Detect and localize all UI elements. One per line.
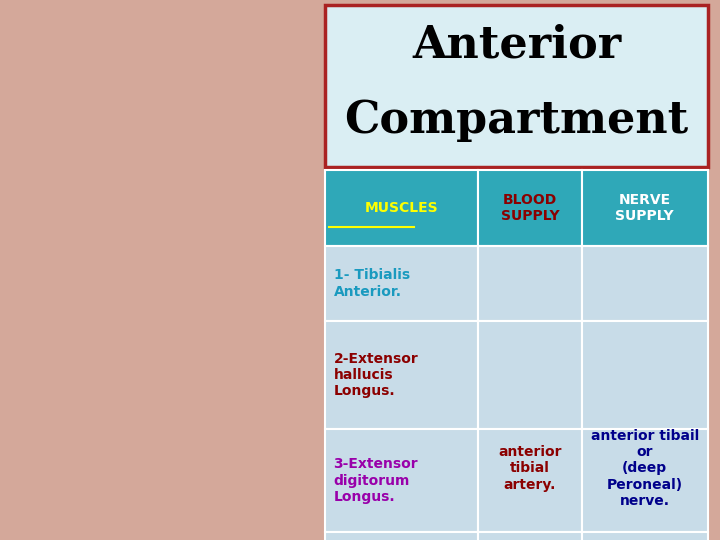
Text: MUSCLES: MUSCLES [365,201,438,215]
Text: 1- Tibialis
Anterior.: 1- Tibialis Anterior. [333,268,410,299]
Text: Anterior: Anterior [412,23,621,66]
Text: BLOOD
SUPPLY: BLOOD SUPPLY [500,193,559,223]
Text: 2-Extensor
hallucis
Longus.: 2-Extensor hallucis Longus. [333,352,418,399]
Bar [325,429,478,532]
Bar [582,429,708,532]
Text: 3-Extensor
digitorum
Longus.: 3-Extensor digitorum Longus. [333,457,418,504]
Bar [582,321,708,429]
Bar [478,170,582,246]
Text: anterior
tibial
artery.: anterior tibial artery. [498,446,562,491]
Bar [325,321,478,429]
Bar [478,321,582,429]
Text: NERVE
SUPPLY: NERVE SUPPLY [616,193,674,223]
Bar [478,246,582,321]
Bar [325,532,478,540]
Bar [582,246,708,321]
Text: Compartment: Compartment [344,99,689,141]
Bar [582,532,708,540]
Bar [325,170,478,246]
Bar [582,170,708,246]
FancyBboxPatch shape [325,5,708,167]
Bar [478,429,582,532]
Bar [325,246,478,321]
Bar [478,532,582,540]
Text: anterior tibail
or
(deep
Peroneal)
nerve.: anterior tibail or (deep Peroneal) nerve… [590,429,699,508]
